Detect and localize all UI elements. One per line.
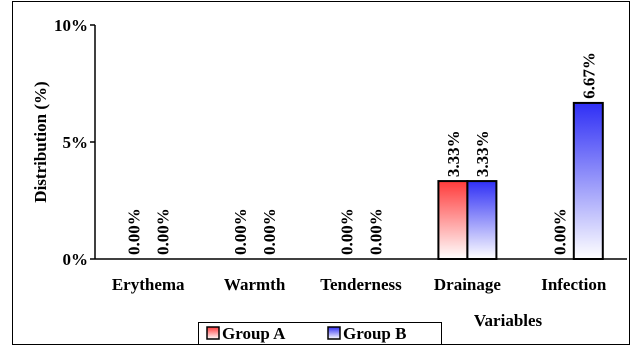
x-tick-label: Tenderness: [320, 275, 402, 294]
bar-group-a: [437, 180, 469, 260]
value-label: 0.00%: [260, 208, 279, 255]
x-tick-label: Warmth: [224, 275, 286, 294]
value-label: 3.33%: [444, 130, 463, 177]
y-tick-label: 5%: [63, 133, 89, 152]
legend-label-group-b: Group B: [343, 324, 406, 343]
legend-label-group-a: Group A: [222, 324, 286, 343]
y-tick-label: 0%: [63, 250, 89, 269]
x-tick-label: Erythema: [112, 275, 185, 294]
y-axis-title: Distribution (%): [31, 81, 50, 202]
legend-swatch-group-a: [206, 326, 220, 340]
value-label: 0.00%: [231, 208, 250, 255]
x-tick-label: Infection: [541, 275, 607, 294]
value-label: 0.00%: [154, 208, 173, 255]
bar-group-b: [572, 101, 604, 260]
x-tick-label: Drainage: [434, 275, 502, 294]
value-label: 0.00%: [367, 208, 386, 255]
value-label: 0.00%: [125, 208, 144, 255]
legend-box: [198, 322, 442, 345]
legend-swatch-group-b: [327, 326, 341, 340]
y-tick-label: 10%: [54, 16, 88, 35]
value-label: 0.00%: [338, 208, 357, 255]
chart-frame: [12, 1, 630, 345]
legend: Group A Group B: [198, 322, 442, 345]
x-axis-title: Variables: [474, 311, 543, 330]
value-label: 6.67%: [579, 52, 598, 99]
bar-group-b: [466, 180, 498, 260]
value-label: 3.33%: [473, 130, 492, 177]
value-label: 0.00%: [550, 208, 569, 255]
